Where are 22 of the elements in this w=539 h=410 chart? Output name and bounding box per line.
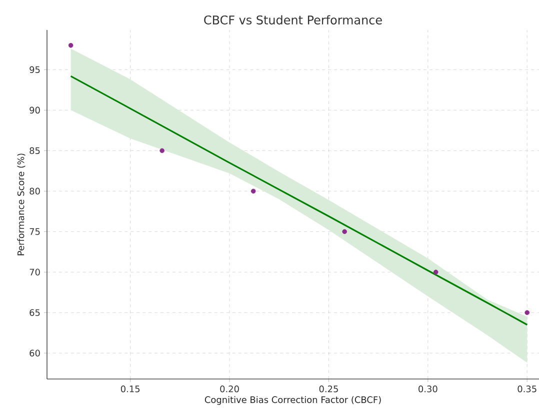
y-tick-label: 60 — [30, 350, 40, 356]
y-tick-label: 95 — [30, 66, 40, 74]
x-axis-title: Cognitive Bias Correction Factor (CBCF) — [204, 396, 381, 405]
x-tick-label: 0.30 — [418, 386, 438, 392]
y-axis-title: Performance Score (%) — [17, 154, 26, 256]
y-tick-label: 65 — [30, 309, 40, 316]
y-tick-label: 75 — [30, 228, 40, 235]
y-tick-label: 90 — [30, 106, 40, 114]
y-tick-label: 85 — [30, 147, 40, 154]
chart-title: CBCF vs Student Performance — [204, 15, 382, 24]
y-tick-label: 70 — [30, 268, 40, 276]
x-tick-label: 0.25 — [319, 386, 338, 392]
x-tick-label: 0.15 — [120, 386, 140, 392]
point — [433, 270, 438, 275]
point — [524, 310, 530, 315]
point — [160, 148, 164, 154]
x-tick-label: 0.20 — [220, 386, 239, 392]
point — [250, 188, 256, 194]
point — [68, 42, 74, 48]
y-tick-label: 80 — [30, 188, 40, 195]
x-tick-label: 0.35 — [518, 386, 536, 392]
point — [342, 229, 347, 234]
